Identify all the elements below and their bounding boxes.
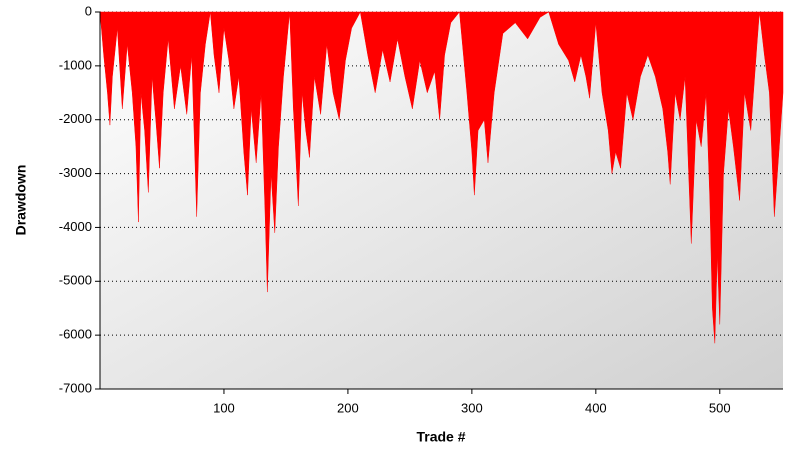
y-tick-label: 0 [85,3,92,18]
x-tick-label: 300 [461,400,483,415]
drawdown-area [99,11,784,344]
y-tick-label: -4000 [59,219,92,234]
y-axis-title: Drawdown [13,165,29,236]
x-axis-title: Trade # [416,429,465,445]
y-tick-label: -2000 [59,111,92,126]
x-tick-label: 200 [337,400,359,415]
x-tick-label: 400 [585,400,607,415]
x-tick-label: 100 [213,400,235,415]
y-tick-label: -3000 [59,165,92,180]
y-tick-label: -1000 [59,57,92,72]
x-tick-label: 500 [709,400,731,415]
y-tick-label: -5000 [59,273,92,288]
y-tick-label: -7000 [59,380,92,395]
y-tick-label: -6000 [59,327,92,342]
